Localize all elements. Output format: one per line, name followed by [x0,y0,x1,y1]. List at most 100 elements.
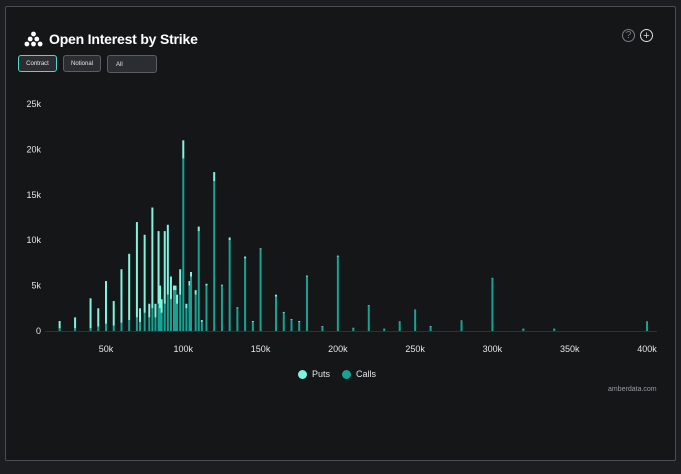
bar-calls[interactable] [553,329,556,331]
bar-calls[interactable] [157,303,160,331]
bar-puts[interactable] [74,317,77,329]
bar-calls[interactable] [398,321,401,331]
bar-calls[interactable] [166,294,169,331]
bar-puts[interactable] [151,207,154,309]
bar-puts[interactable] [182,140,185,159]
notional-toggle-button[interactable]: Notional [63,55,101,72]
bar-calls[interactable] [159,308,162,331]
bar-calls[interactable] [182,158,185,331]
bar-puts[interactable] [139,308,142,322]
bar-puts[interactable] [135,222,138,318]
bar-calls[interactable] [185,308,188,331]
bar-puts[interactable] [160,299,163,313]
bar-calls[interactable] [259,249,262,331]
bar-puts[interactable] [120,269,123,323]
bar-puts[interactable] [112,301,115,326]
bar-calls[interactable] [179,294,182,331]
bar-calls[interactable] [414,310,417,331]
bar-puts[interactable] [89,298,92,329]
bar-puts[interactable] [163,231,166,304]
bar-puts[interactable] [259,248,262,250]
bar-puts[interactable] [148,303,151,318]
bar-calls[interactable] [352,328,355,331]
bar-calls[interactable] [173,290,176,331]
bar-calls[interactable] [298,321,301,331]
bar-calls[interactable] [213,181,216,331]
bar-calls[interactable] [321,326,324,331]
bar-calls[interactable] [160,312,163,331]
bar-calls[interactable] [205,285,208,331]
bar-calls[interactable] [336,256,339,331]
bar-calls[interactable] [429,326,432,331]
bar-puts[interactable] [305,275,308,277]
bar-puts[interactable] [200,320,203,322]
bar-puts[interactable] [336,255,339,257]
bar-puts[interactable] [244,256,247,259]
bar-calls[interactable] [112,325,115,331]
bar-puts[interactable] [169,276,172,300]
bar-puts[interactable] [194,290,197,295]
bar-puts[interactable] [143,234,146,313]
bar-calls[interactable] [174,290,177,331]
bar-calls[interactable] [200,321,203,331]
bar-calls[interactable] [169,299,172,331]
bar-calls[interactable] [522,329,525,331]
bar-calls[interactable] [460,321,463,331]
bar-calls[interactable] [135,317,138,331]
bar-puts[interactable] [282,311,285,313]
bar-puts[interactable] [128,253,131,321]
help-button[interactable]: ? [622,29,635,42]
bar-calls[interactable] [383,329,386,331]
bar-puts[interactable] [179,269,182,295]
bar-puts[interactable] [105,281,107,324]
bar-calls[interactable] [105,323,107,331]
legend-item-calls[interactable]: Calls [342,369,376,379]
bar-calls[interactable] [89,328,92,331]
bar-puts[interactable] [213,172,216,182]
bar-puts[interactable] [173,285,176,291]
bar-puts[interactable] [157,231,160,304]
bar-calls[interactable] [58,328,61,331]
bar-puts[interactable] [228,237,231,241]
bar-calls[interactable] [188,285,191,331]
bar-puts[interactable] [197,226,200,232]
bar-calls[interactable] [228,240,231,331]
bar-calls[interactable] [367,305,370,331]
bar-puts[interactable] [251,321,254,322]
bar-puts[interactable] [166,224,169,295]
bar-puts[interactable] [58,321,61,329]
bar-calls[interactable] [290,320,293,331]
bar-puts[interactable] [185,303,188,309]
add-button[interactable]: + [640,29,653,42]
bar-calls[interactable] [197,231,200,331]
bar-calls[interactable] [275,296,278,331]
bar-puts[interactable] [176,294,179,304]
bar-calls[interactable] [646,321,648,331]
bar-calls[interactable] [176,303,179,331]
bar-calls[interactable] [194,294,197,331]
bar-calls[interactable] [190,276,193,331]
bar-calls[interactable] [244,258,247,331]
bar-calls[interactable] [282,312,285,331]
bar-calls[interactable] [154,317,157,331]
bar-puts[interactable] [190,271,193,277]
bar-calls[interactable] [148,317,151,331]
bar-calls[interactable] [120,322,123,331]
bar-puts[interactable] [220,284,223,286]
bar-puts[interactable] [275,294,278,297]
bar-calls[interactable] [143,312,146,331]
bar-calls[interactable] [74,328,77,331]
bar-puts[interactable] [298,321,301,322]
bar-puts[interactable] [97,308,100,327]
bar-calls[interactable] [151,308,154,331]
bar-calls[interactable] [251,321,254,331]
bar-calls[interactable] [97,326,100,331]
bar-puts[interactable] [159,285,162,309]
bar-calls[interactable] [139,321,142,331]
bar-calls[interactable] [128,320,131,331]
bar-puts[interactable] [174,285,177,291]
bar-puts[interactable] [236,307,239,309]
bar-calls[interactable] [220,285,223,331]
bar-calls[interactable] [236,308,239,331]
bar-puts[interactable] [188,281,191,286]
